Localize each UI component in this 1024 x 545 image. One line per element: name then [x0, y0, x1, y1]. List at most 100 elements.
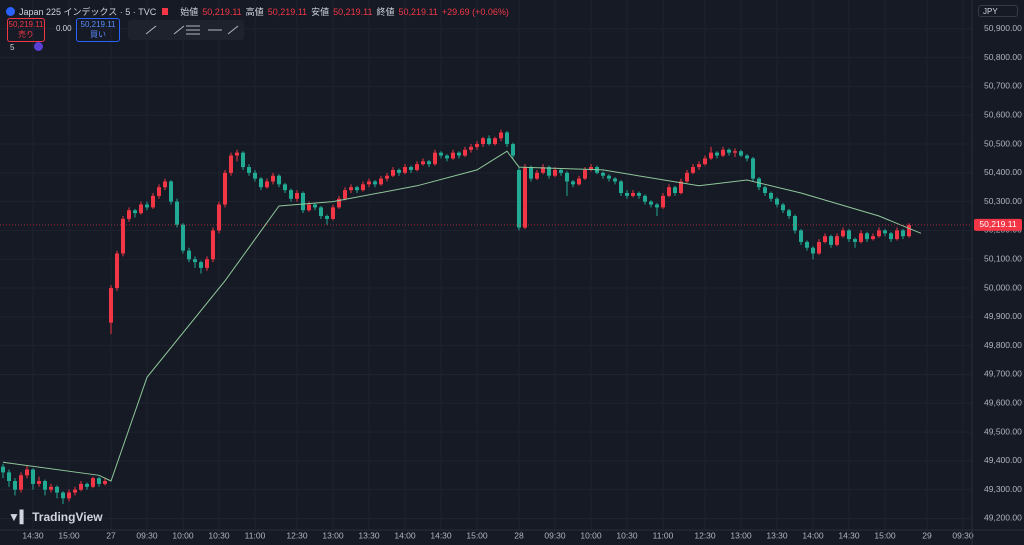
candle-body	[673, 187, 677, 193]
currency[interactable]: JPY	[978, 5, 1018, 17]
candle-body	[109, 288, 113, 323]
candle-body	[349, 187, 353, 191]
candle-body	[817, 241, 821, 254]
candle-body	[823, 236, 827, 242]
y-tick-label: 50,500.00	[984, 138, 1022, 148]
candle-body	[739, 151, 743, 156]
candle-body	[889, 233, 893, 240]
buy-label: 買い	[90, 30, 106, 39]
indicator[interactable]: 5	[10, 43, 15, 52]
x-tick-label: 13:00	[730, 530, 752, 540]
candle-body	[181, 224, 185, 251]
candle-body	[535, 172, 539, 179]
y-tick-label: 50,000.00	[984, 282, 1022, 292]
candle-body	[313, 204, 317, 208]
y-tick-label: 50,100.00	[984, 253, 1022, 263]
candle-body	[667, 187, 671, 196]
candle-body	[427, 161, 431, 165]
candle-body	[61, 492, 65, 499]
x-tick-label: 14:00	[394, 530, 416, 540]
candle-body	[589, 167, 593, 170]
x-tick-label: 10:30	[616, 530, 638, 540]
candle-body	[853, 239, 857, 242]
sell-button[interactable]: 50,219.11 売り	[7, 18, 45, 42]
x-tick-label: 11:00	[653, 530, 674, 540]
candle-body	[289, 190, 293, 199]
candle-body	[361, 184, 365, 191]
x-tick-label: 15:00	[466, 530, 488, 540]
candle-body	[217, 204, 221, 231]
candle-body	[43, 481, 47, 490]
candle-body	[121, 218, 125, 254]
candle-body	[775, 198, 779, 205]
legend-row: Japan 225 インデックス · 5 · TVC 始値 50,219.11 高…	[6, 5, 509, 18]
candle-body	[211, 230, 215, 260]
candle-body	[157, 187, 161, 196]
candle-body	[811, 247, 815, 254]
candle-body	[295, 192, 299, 199]
y-tick-label: 50,300.00	[984, 196, 1022, 206]
candle-body	[229, 155, 233, 173]
candle-body	[511, 144, 515, 156]
y-tick-label: 49,800.00	[984, 340, 1022, 350]
candle-body	[481, 138, 485, 145]
candle-body	[85, 483, 89, 487]
candle-body	[247, 167, 251, 173]
buy-button[interactable]: 50,219.11 買い	[76, 18, 120, 42]
low-value: 50,219.11	[333, 6, 373, 17]
symbol[interactable]: Japan 225 インデックス · 5 · TVC	[19, 7, 157, 17]
buy-price: 50,219.11	[80, 20, 116, 29]
candle-body	[601, 172, 605, 176]
candle-body	[787, 210, 791, 217]
tool-icon[interactable]	[145, 25, 157, 35]
candle-body	[565, 172, 569, 182]
candle-body	[79, 483, 83, 490]
x-tick-label: 13:30	[766, 530, 788, 540]
candle-body	[259, 178, 263, 188]
tool-icon[interactable]	[227, 25, 239, 35]
candle-body	[115, 253, 119, 289]
indicator-icon[interactable]	[34, 42, 43, 51]
flag[interactable]	[162, 8, 169, 15]
candle-body	[799, 230, 803, 242]
candle-body	[769, 192, 773, 199]
drawing-toolbar[interactable]	[128, 20, 244, 40]
candle-body	[199, 262, 203, 268]
candle-body	[337, 198, 341, 208]
x-tick-label: 09:30	[952, 530, 974, 540]
candle-body	[163, 181, 167, 188]
x-tick-label: 15:00	[58, 530, 80, 540]
candle-body	[139, 204, 143, 214]
candle-body	[691, 167, 695, 173]
x-tick-label: 14:00	[802, 530, 824, 540]
candle-body	[541, 167, 545, 173]
candle-body	[175, 201, 179, 225]
x-tick-label: 29	[922, 530, 932, 540]
candle-body	[703, 158, 707, 165]
candle-body	[571, 181, 575, 185]
x-tick-label: 14:30	[430, 530, 452, 540]
x-tick-label: 14:30	[838, 530, 860, 540]
spread: 0.00	[56, 24, 72, 33]
x-tick-label: 13:00	[322, 530, 344, 540]
candle-body	[433, 152, 437, 165]
candle-body	[583, 169, 587, 179]
candle-body	[421, 161, 425, 165]
candle-body	[457, 152, 461, 156]
x-tick-label: 10:30	[208, 530, 230, 540]
y-tick-label: 50,900.00	[984, 23, 1022, 33]
sell-label: 売り	[18, 30, 34, 39]
symbol-icon	[6, 7, 15, 16]
y-tick-label: 49,200.00	[984, 513, 1022, 523]
candle-body	[25, 469, 29, 476]
candle-body	[871, 236, 875, 240]
candle-body	[649, 201, 653, 205]
candle-body	[169, 181, 173, 202]
x-tick-label: 09:30	[544, 530, 566, 540]
candle-body	[475, 144, 479, 147]
candle-body	[91, 478, 95, 487]
candle-body	[391, 169, 395, 176]
y-tick-label: 50,600.00	[984, 109, 1022, 119]
tool-icon[interactable]	[173, 25, 185, 35]
